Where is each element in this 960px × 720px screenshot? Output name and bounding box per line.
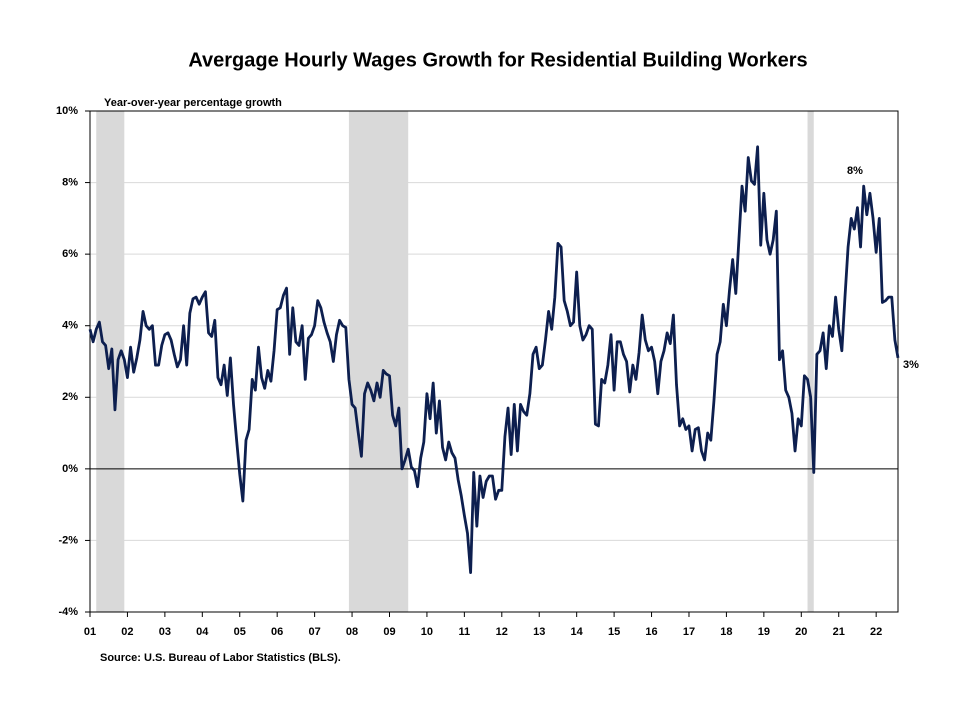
data-line xyxy=(88,145,900,575)
x-tick-label: 02 xyxy=(121,626,133,638)
x-tick-label: 16 xyxy=(645,626,657,638)
x-tick-label: 17 xyxy=(683,626,695,638)
x-tick-label: 13 xyxy=(533,626,545,638)
x-tick-label: 06 xyxy=(271,626,283,638)
x-tick-label: 22 xyxy=(870,626,882,638)
y-tick-label: 6% xyxy=(62,248,78,260)
x-tick-label: 12 xyxy=(496,626,508,638)
y-tick-label: 0% xyxy=(62,463,78,475)
x-tick-label: 14 xyxy=(571,626,584,638)
annotation: 8% xyxy=(847,165,863,177)
x-tick-label: 08 xyxy=(346,626,358,638)
x-tick-label: 07 xyxy=(308,626,320,638)
x-tick-label: 11 xyxy=(459,626,471,638)
y-axis-label: Year-over-year percentage growth xyxy=(104,97,282,109)
recession-band xyxy=(348,111,409,612)
x-tick-label: 03 xyxy=(159,626,171,638)
source: Source: U.S. Bureau of Labor Statistics … xyxy=(100,652,341,664)
y-tick-label: 8% xyxy=(62,176,78,188)
y-tick-label: 4% xyxy=(62,320,78,332)
x-tick-label: 20 xyxy=(795,626,807,638)
y-tick-label: -4% xyxy=(58,606,78,618)
plot-frame xyxy=(89,110,899,613)
annotation: 3% xyxy=(903,359,919,371)
x-tick-label: 09 xyxy=(383,626,395,638)
y-tick-label: -2% xyxy=(58,534,78,546)
x-tick-label: 21 xyxy=(833,626,845,638)
chart-title: Avergage Hourly Wages Growth for Residen… xyxy=(188,49,807,71)
x-tick-label: 01 xyxy=(84,626,96,638)
x-tick-label: 19 xyxy=(758,626,770,638)
x-tick-label: 04 xyxy=(196,626,209,638)
recession-band xyxy=(807,111,814,612)
x-tick-label: 05 xyxy=(234,626,246,638)
x-tick-label: 15 xyxy=(608,626,620,638)
x-tick-label: 10 xyxy=(421,626,433,638)
y-tick-label: 2% xyxy=(62,391,78,403)
x-tick-label: 18 xyxy=(720,626,732,638)
y-tick-label: 10% xyxy=(56,105,78,117)
